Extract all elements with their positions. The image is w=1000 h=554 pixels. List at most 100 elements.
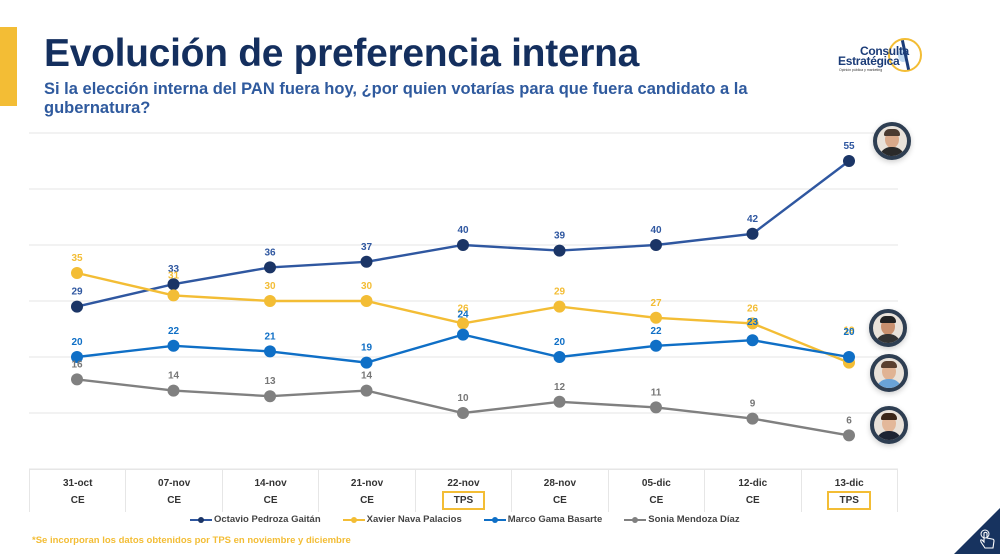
data-label: 40	[457, 225, 469, 236]
data-label: 37	[361, 242, 373, 253]
x-tick-label: 22-nov	[447, 478, 480, 489]
data-label: 42	[747, 214, 759, 225]
avatar-marco-gama	[870, 354, 908, 392]
data-point	[553, 300, 566, 313]
x-axis-cell: 14-nov CE	[221, 470, 318, 512]
footnote: *Se incorporan los datos obtenidos por T…	[32, 535, 351, 546]
data-label: 35	[71, 253, 83, 264]
data-point	[457, 328, 469, 341]
logo-text-line2: Estratégica	[838, 54, 900, 68]
data-point	[553, 244, 566, 257]
data-label: 19	[843, 326, 855, 337]
x-tick-label: 12-dic	[738, 478, 768, 489]
data-label: 39	[554, 231, 566, 242]
data-label: 23	[747, 317, 759, 328]
page-title: Evolución de preferencia interna	[44, 32, 640, 75]
x-axis-cell: 07-nov CE	[125, 470, 221, 512]
data-label: 26	[747, 303, 759, 314]
data-label: 20	[843, 327, 855, 338]
data-label: 14	[361, 371, 373, 382]
data-point	[264, 390, 276, 403]
data-label: 31	[168, 270, 180, 281]
legend-label: Sonia Mendoza Díaz	[648, 514, 740, 525]
data-point	[360, 255, 373, 268]
data-point	[843, 155, 855, 167]
avatar-octavio-pedroza	[873, 122, 911, 160]
legend-label: Marco Gama Basarte	[507, 514, 603, 525]
data-point	[71, 373, 83, 386]
data-label: 40	[650, 225, 662, 236]
legend-line-marker-icon	[624, 515, 647, 525]
legend-line-marker-icon	[342, 515, 365, 525]
x-axis-cell: 28-nov CE	[511, 470, 607, 512]
source-label: CE	[745, 495, 760, 506]
source-label: CE	[552, 495, 567, 506]
data-label: 29	[554, 287, 566, 298]
data-point	[746, 227, 759, 240]
data-point	[746, 334, 759, 347]
logo-text-line1: Consulta	[860, 44, 909, 58]
chart-legend: Octavio Pedroza Gaitán Xavier Nava Palac…	[190, 514, 740, 525]
source-label: CE	[649, 495, 664, 506]
legend-label: Octavio Pedroza Gaitán	[214, 514, 321, 525]
corner-tab[interactable]	[954, 508, 1000, 554]
data-label: 16	[71, 359, 83, 370]
data-label: 55	[843, 141, 855, 152]
compass-ring-icon	[888, 38, 922, 72]
data-point	[71, 267, 83, 279]
data-point	[746, 317, 759, 330]
data-point	[71, 300, 83, 313]
legend-item: Octavio Pedroza Gaitán	[190, 514, 321, 525]
data-point	[553, 351, 566, 363]
x-axis-cell: 22-nov TPS	[414, 470, 511, 512]
source-label: CE	[263, 495, 278, 506]
data-label: 33	[168, 264, 180, 275]
data-point	[360, 356, 373, 369]
data-point	[264, 261, 276, 274]
legend-label: Xavier Nava Palacios	[366, 514, 462, 525]
data-point	[650, 239, 662, 251]
legend-line-marker-icon	[483, 515, 506, 525]
data-label: 10	[457, 393, 469, 404]
data-point	[553, 395, 566, 408]
data-label: 19	[361, 343, 373, 354]
legend-item: Xavier Nava Palacios	[342, 514, 462, 525]
data-label: 26	[457, 303, 469, 314]
x-tick-label: 14-nov	[254, 478, 287, 489]
legend-line-marker-icon	[190, 515, 212, 525]
data-label: 24	[457, 310, 469, 321]
x-axis-cell: 05-dic CE	[607, 470, 704, 512]
x-tick-label: 07-nov	[158, 478, 191, 489]
data-point	[650, 401, 662, 414]
x-tick-label: 31-oct	[62, 478, 93, 489]
data-label: 20	[554, 337, 566, 348]
x-tick-label: 05-dic	[641, 478, 671, 489]
x-axis-cell: 31-oct CE	[29, 470, 125, 512]
data-label: 11	[651, 387, 662, 398]
consulta-estrategica-logo: Consulta Estratégica Opinión pública y m…	[838, 36, 930, 76]
source-label: CE	[70, 495, 85, 506]
data-point	[264, 295, 276, 307]
x-axis-cell: 13-dic TPS	[800, 470, 898, 512]
data-point	[457, 317, 469, 330]
data-label: 30	[264, 281, 276, 292]
x-tick-label: 28-nov	[543, 478, 577, 489]
data-point	[167, 278, 180, 291]
legend-item: Sonia Mendoza Díaz	[624, 514, 740, 525]
legend-item: Marco Gama Basarte	[483, 514, 603, 525]
hand-pointer-icon[interactable]	[977, 528, 997, 550]
data-point	[71, 351, 83, 363]
data-label: 27	[650, 298, 662, 309]
source-label: TPS	[802, 491, 897, 510]
data-label: 9	[750, 399, 756, 410]
source-label: CE	[360, 495, 374, 506]
data-label: 13	[264, 376, 276, 387]
x-tick-label: 13-dic	[834, 478, 864, 489]
source-label: CE	[167, 495, 182, 506]
data-label: 14	[168, 371, 180, 382]
data-point	[167, 289, 180, 302]
avatar-xavier-nava	[869, 309, 907, 347]
data-point	[264, 345, 276, 358]
source-label: TPS	[416, 491, 511, 510]
